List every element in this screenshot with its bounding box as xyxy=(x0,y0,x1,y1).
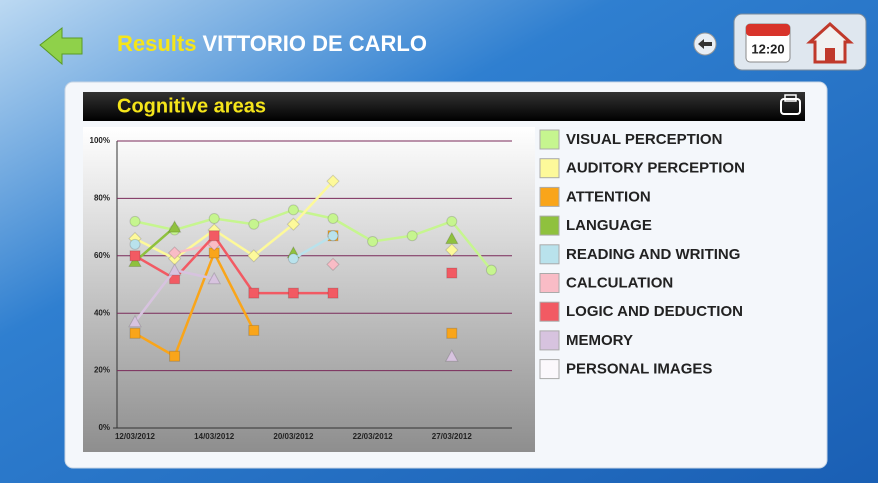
calendar-top xyxy=(746,24,790,36)
x-tick-label: 22/03/2012 xyxy=(353,432,394,441)
y-tick-label: 0% xyxy=(98,423,110,432)
legend-swatch xyxy=(539,301,560,322)
x-tick-label: 12/03/2012 xyxy=(115,432,156,441)
legend-label: PERSONAL IMAGES xyxy=(566,361,712,378)
marker xyxy=(128,314,142,328)
marker xyxy=(326,174,340,188)
title-prefix: Results VITTORIO DE CARLO xyxy=(117,31,427,56)
marker xyxy=(248,287,260,299)
marker xyxy=(169,350,181,362)
legend-swatch xyxy=(539,158,560,179)
marker xyxy=(248,324,260,336)
panel-title: Cognitive areas xyxy=(117,95,266,117)
legend-label: AUDITORY PERCEPTION xyxy=(566,160,745,177)
marker xyxy=(129,250,141,262)
marker xyxy=(327,287,339,299)
legend-swatch xyxy=(539,244,560,265)
marker xyxy=(444,349,459,362)
print-button[interactable] xyxy=(780,98,801,115)
marker xyxy=(208,230,220,242)
legend-label: READING AND WRITING xyxy=(566,246,740,263)
y-tick-label: 20% xyxy=(94,366,110,375)
marker xyxy=(129,238,141,250)
legend-label: LANGUAGE xyxy=(566,217,652,234)
legend-swatch xyxy=(539,330,560,351)
legend-label: MEMORY xyxy=(566,332,633,349)
marker xyxy=(167,246,182,260)
patient-name: VITTORIO DE CARLO xyxy=(202,31,427,56)
legend-label: VISUAL PERCEPTION xyxy=(566,131,722,148)
legend-swatch xyxy=(539,129,560,150)
marker xyxy=(208,212,220,224)
marker xyxy=(248,218,260,230)
print-paper xyxy=(784,94,797,102)
legend-label: LOGIC AND DEDUCTION xyxy=(566,303,743,320)
panel-header xyxy=(83,92,805,121)
chart: 0% 20% 40% 60% 80% 100% 12/03/2012 14/03/2012 20… xyxy=(90,129,745,441)
title-prefix-text: Results xyxy=(117,31,196,56)
x-tick-label: 27/03/2012 xyxy=(432,432,473,441)
legend-swatch xyxy=(539,359,560,380)
marker xyxy=(327,230,339,242)
plot-area xyxy=(83,127,535,452)
marker xyxy=(207,271,222,285)
marker xyxy=(485,264,497,276)
y-tick-label: 100% xyxy=(90,136,110,145)
marker xyxy=(167,263,182,276)
marker xyxy=(445,243,459,257)
x-tick-label: 20/03/2012 xyxy=(273,432,314,441)
home-icon[interactable] xyxy=(806,21,854,64)
marker xyxy=(287,253,299,265)
marker xyxy=(287,204,299,216)
marker xyxy=(247,249,261,263)
marker xyxy=(167,220,182,233)
marker xyxy=(327,212,339,224)
legend-swatch xyxy=(539,186,560,207)
legend-label: CALCULATION xyxy=(566,274,673,291)
legend-swatch xyxy=(539,215,560,236)
marker xyxy=(326,257,340,272)
legend-swatch xyxy=(539,273,560,293)
x-tick-label: 14/03/2012 xyxy=(194,432,235,441)
marker xyxy=(287,287,299,299)
home-door xyxy=(825,48,835,62)
marker xyxy=(129,327,141,339)
series-line xyxy=(134,208,493,271)
y-tick-label: 60% xyxy=(94,251,110,260)
legend-label: ATTENTION xyxy=(566,188,651,205)
marker xyxy=(129,215,141,227)
back-arrow[interactable] xyxy=(39,26,83,66)
marker xyxy=(446,267,458,279)
marker xyxy=(446,327,458,339)
y-tick-label: 40% xyxy=(94,308,110,317)
y-tick-label: 80% xyxy=(94,194,110,203)
marker xyxy=(286,217,301,231)
small-back-icon xyxy=(698,39,712,49)
marker xyxy=(446,215,458,227)
marker xyxy=(367,235,379,247)
marker xyxy=(444,231,459,245)
clock-time: 12:20 xyxy=(751,41,784,56)
marker xyxy=(406,230,418,242)
series-line xyxy=(292,234,334,260)
marker xyxy=(128,254,142,268)
